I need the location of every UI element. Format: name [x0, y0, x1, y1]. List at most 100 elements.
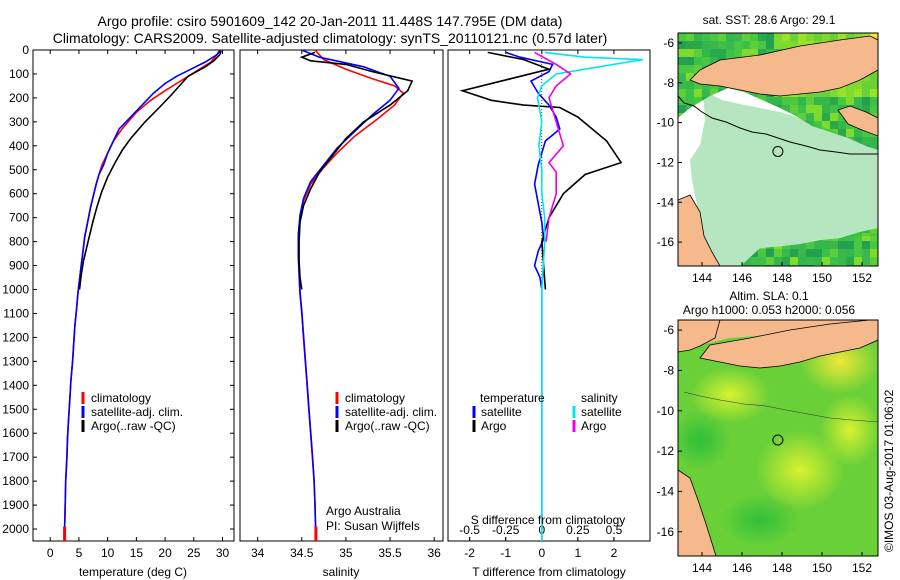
legend-temperature-header: temperature [480, 391, 545, 405]
sst-cell [782, 41, 790, 49]
sst-cell [678, 49, 686, 57]
depth-tick-label: 1500 [2, 402, 29, 416]
t-difference-xlabel: T difference from climatology [472, 565, 626, 579]
x-tick-label: 15 [130, 546, 144, 560]
sst-cell [830, 33, 838, 41]
depth-tick-label: 1900 [2, 498, 29, 512]
depth-tick-label: 0 [22, 43, 29, 57]
depth-tick-label: 1000 [2, 283, 29, 297]
sst-cell [862, 257, 870, 265]
float-position-marker [772, 434, 784, 446]
sst-cell [718, 33, 726, 41]
legend-climatology: climatology [345, 391, 405, 405]
depth-tick-label: 1400 [2, 378, 29, 392]
sst-cell [870, 241, 878, 249]
sst-cell [878, 249, 886, 257]
x-tick-label: -1 [500, 546, 511, 560]
sst-cell [878, 265, 886, 273]
legend-s-argo: Argo [581, 419, 607, 433]
sst-cell [710, 41, 718, 49]
sst-cell [678, 73, 686, 81]
x-tick-label: 0 [47, 546, 54, 560]
x-tick-label: 0.25 [566, 523, 590, 537]
sst-cell [686, 49, 694, 57]
island-1 [837, 105, 878, 137]
sst-cell [694, 33, 702, 41]
x-tick-label: 10 [101, 546, 115, 560]
sst-cell [798, 249, 806, 257]
map-x-tick-label: 144 [692, 271, 712, 285]
sst-cell [806, 249, 814, 257]
sst-cell [854, 257, 862, 265]
sst-cell [822, 89, 830, 97]
sla-map: Altim. SLA: 0.1 Argo h1000: 0.053 h2000:… [657, 289, 879, 575]
map-y-tick-label: -8 [663, 76, 674, 90]
x-tick-label: -0.5 [459, 523, 480, 537]
sst-cell [878, 57, 886, 65]
sst-cell [862, 233, 870, 241]
sst-cell [870, 97, 878, 105]
sst-cell [878, 73, 886, 81]
depth-tick-label: 1200 [2, 330, 29, 344]
sst-cell [758, 49, 766, 57]
map-y-tick-label: -8 [663, 363, 674, 377]
x-tick-label: 34.5 [290, 546, 314, 560]
sst-cell [838, 257, 846, 265]
difference-legend: temperature satellite Argo salinity sate… [472, 391, 622, 433]
sst-cell [726, 49, 734, 57]
sst-cell [830, 89, 838, 97]
sst-cell [854, 33, 862, 41]
depth-tick-label: 2000 [2, 522, 29, 536]
sst-cell [798, 257, 806, 265]
sst-cell [806, 33, 814, 41]
sst-cell [678, 33, 686, 41]
title-line-1: Argo profile: csiro 5901609_142 20-Jan-2… [98, 13, 563, 29]
sst-cell [774, 97, 782, 105]
sst-cell [878, 145, 886, 153]
sst-cell [734, 49, 742, 57]
sst-cell [798, 33, 806, 41]
legend-argo: Argo(..raw -QC) [345, 419, 430, 433]
sst-cell [830, 129, 838, 137]
sla-high-4 [820, 394, 878, 466]
sst-cell [686, 33, 694, 41]
sst-cell [678, 105, 686, 113]
sst-cell [710, 57, 718, 65]
sst-cell [862, 129, 870, 137]
sst-cell [798, 97, 806, 105]
x-tick-label: 20 [158, 546, 172, 560]
salinity-x-ticks: 34 34.5 35 35.5 36 [251, 50, 441, 560]
sst-cell [766, 97, 774, 105]
sst-cell [726, 41, 734, 49]
sst-cell [822, 113, 830, 121]
depth-tick-label: 200 [9, 91, 29, 105]
sst-cell [814, 249, 822, 257]
sst-cell [814, 121, 822, 129]
sst-map: sat. SST: 28.6 Argo: 29.1 -6-8-10-12-14-… [657, 13, 886, 285]
salinity-panel: 34 34.5 35 35.5 36 salinity climatology sate… [239, 49, 444, 579]
map-y-tick-label: -6 [663, 36, 674, 50]
sst-cell [838, 113, 846, 121]
sst-cell [878, 33, 886, 41]
coastline-png [678, 95, 878, 155]
australia-landmass [678, 194, 721, 266]
sst-cell [678, 65, 686, 73]
sst-cell [774, 41, 782, 49]
depth-tick-label: 600 [9, 187, 29, 201]
sst-cell [838, 249, 846, 257]
sst-cell [830, 241, 838, 249]
sst-cell [694, 89, 702, 97]
sst-cell [758, 33, 766, 41]
sst-cell [838, 241, 846, 249]
sst-cell [878, 217, 886, 225]
sst-cell [750, 257, 758, 265]
sst-cell [878, 49, 886, 57]
sst-cell [878, 153, 886, 161]
sst-map-title: sat. SST: 28.6 Argo: 29.1 [703, 13, 836, 27]
temperature-panel: 0100200300400500600700800900100011001200… [2, 43, 650, 579]
temperature-axes-frame [32, 49, 235, 542]
temperature-xlabel: temperature (deg C) [79, 565, 187, 579]
sst-map-frame [677, 32, 879, 267]
sst-cell [838, 33, 846, 41]
sst-cell [694, 81, 702, 89]
